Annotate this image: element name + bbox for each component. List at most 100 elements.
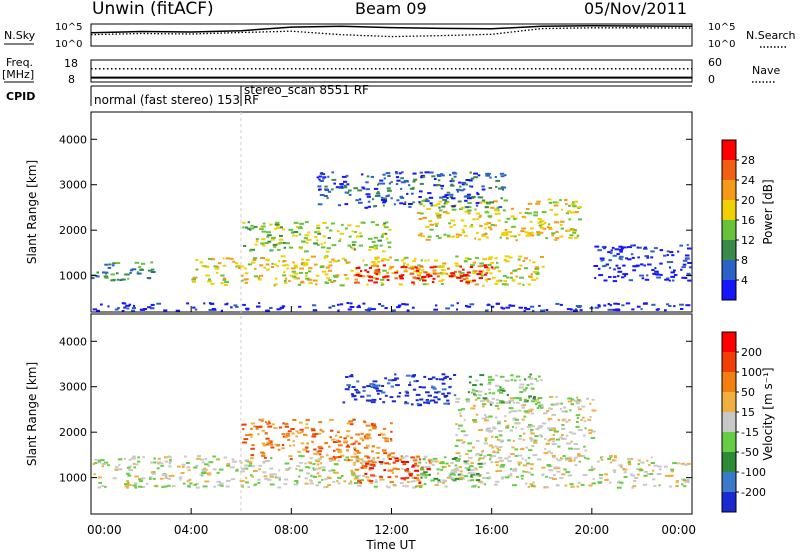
colorbar-segment	[722, 240, 736, 260]
heatmap-cell	[398, 392, 402, 394]
heatmap-cell	[427, 394, 432, 397]
heatmap-cell	[462, 188, 466, 191]
heatmap-cell	[483, 201, 489, 204]
heatmap-cell	[371, 198, 375, 201]
heatmap-cell	[527, 375, 531, 378]
heatmap-cell	[488, 376, 493, 379]
heatmap-cell	[148, 476, 153, 479]
heatmap-cell	[361, 173, 364, 176]
heatmap-cell	[470, 223, 474, 226]
heatmap-cell	[599, 477, 603, 479]
heatmap-cell	[535, 379, 539, 382]
heatmap-cell	[360, 270, 363, 273]
heatmap-cell	[540, 231, 544, 234]
heatmap-cell	[213, 265, 219, 268]
heatmap-cell	[522, 260, 526, 262]
heatmap-cell	[269, 475, 275, 478]
heatmap-cell	[533, 441, 538, 444]
heatmap-cell	[373, 187, 379, 190]
heatmap-cell	[575, 421, 579, 423]
heatmap-cell	[361, 465, 366, 468]
heatmap-cell	[284, 462, 290, 465]
heatmap-cell	[549, 395, 554, 398]
y-tick-label: 3000	[59, 179, 87, 192]
heatmap-cell	[211, 308, 216, 310]
heatmap-cell	[631, 474, 635, 477]
heatmap-cell	[551, 234, 554, 237]
heatmap-cell	[546, 226, 550, 229]
heatmap-cell	[470, 479, 475, 482]
heatmap-cell	[659, 262, 663, 265]
heatmap-cell	[381, 258, 387, 261]
heatmap-cell	[486, 398, 489, 401]
heatmap-cell	[357, 189, 363, 192]
heatmap-cell	[485, 429, 490, 432]
heatmap-cell	[505, 306, 511, 309]
heatmap-cell	[355, 281, 360, 284]
heatmap-cell	[609, 461, 612, 464]
heatmap-cell	[371, 398, 377, 401]
x-tick-label: 12:00	[374, 523, 409, 537]
heatmap-cell	[192, 276, 198, 279]
heatmap-cell	[383, 199, 387, 202]
heatmap-cell	[628, 463, 632, 466]
heatmap-cell	[301, 430, 304, 433]
heatmap-cell	[394, 277, 398, 280]
heatmap-cell	[284, 436, 287, 439]
heatmap-cell	[223, 456, 228, 459]
heatmap-cell	[126, 307, 130, 310]
heatmap-cell	[430, 399, 436, 402]
heatmap-cell	[443, 233, 447, 236]
heatmap-cell	[600, 458, 604, 461]
heatmap-cell	[521, 406, 525, 409]
heatmap-cell	[536, 401, 541, 404]
heatmap-cell	[625, 273, 629, 276]
heatmap-cell	[342, 401, 346, 404]
heatmap-cell	[353, 398, 358, 401]
velocity-heatmap	[92, 373, 691, 489]
heatmap-cell	[594, 277, 597, 279]
heatmap-cell	[591, 409, 597, 412]
heatmap-cell	[637, 459, 641, 462]
heatmap-cell	[153, 461, 157, 464]
heatmap-cell	[656, 276, 661, 279]
heatmap-cell	[163, 485, 168, 488]
heatmap-cell	[517, 258, 521, 261]
heatmap-cell	[472, 384, 477, 387]
colorbar-tick-label: -15	[741, 426, 759, 439]
heatmap-cell	[565, 471, 571, 474]
noise-left-tick-top: 10^5	[55, 22, 82, 33]
heatmap-cell	[523, 415, 527, 418]
heatmap-cell	[160, 464, 164, 467]
heatmap-cell	[224, 303, 228, 306]
heatmap-cell	[201, 461, 205, 464]
heatmap-cell	[317, 203, 323, 206]
heatmap-cell	[498, 446, 503, 449]
heatmap-cell	[117, 307, 120, 310]
heatmap-cell	[557, 419, 561, 422]
heatmap-cell	[537, 221, 541, 224]
heatmap-cell	[269, 441, 273, 444]
heatmap-cell	[529, 424, 533, 427]
heatmap-cell	[222, 277, 226, 280]
heatmap-cell	[427, 272, 431, 275]
heatmap-cell	[598, 274, 604, 277]
heatmap-cell	[412, 486, 416, 489]
heatmap-cell	[583, 445, 586, 448]
heatmap-cell	[326, 476, 331, 479]
heatmap-cell	[278, 469, 281, 472]
heatmap-cell	[327, 484, 332, 486]
heatmap-cell	[118, 464, 121, 466]
heatmap-cell	[519, 383, 525, 386]
heatmap-cell	[420, 269, 425, 272]
heatmap-cell	[386, 382, 391, 385]
heatmap-cell	[98, 481, 103, 484]
heatmap-cell	[328, 445, 331, 448]
heatmap-cell	[520, 474, 524, 477]
heatmap-cell	[403, 478, 407, 481]
heatmap-cell	[686, 243, 689, 246]
heatmap-cell	[604, 478, 609, 481]
heatmap-cell	[477, 459, 480, 462]
heatmap-cell	[409, 187, 415, 190]
heatmap-cell	[577, 429, 583, 431]
